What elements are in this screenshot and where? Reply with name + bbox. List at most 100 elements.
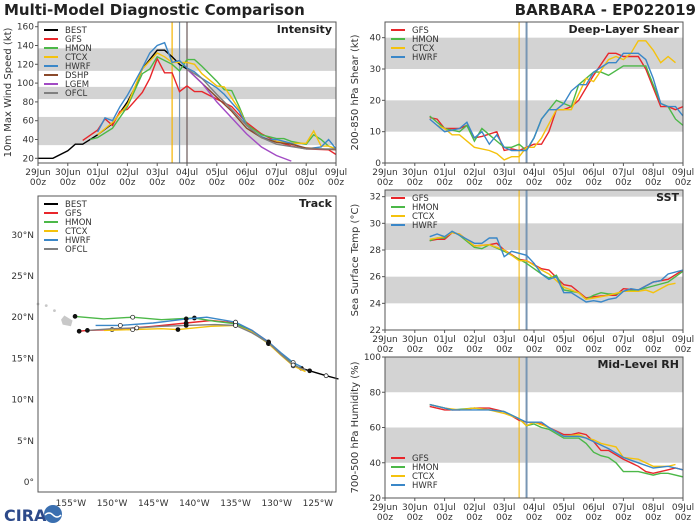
x-tick-hour: 00z [179, 178, 195, 188]
legend-label-ofcl: OFCL [65, 245, 88, 255]
x-tick-date: 03Jul [493, 168, 515, 178]
x-tick-hour: 00z [60, 178, 76, 188]
y-tick-label: 40 [370, 34, 382, 44]
sst-chart: 22242628303229Jun00z30Jun00z01Jul00z02Ju… [350, 189, 694, 355]
x-tick-date: 06Jul [235, 168, 257, 178]
legend-label-hmon: HMON [412, 203, 439, 213]
x-tick-hour: 00z [496, 178, 512, 188]
shear-chart: 01020304029Jun00z30Jun00z01Jul00z02Jul00… [350, 21, 694, 188]
legend-label-hwrf: HWRF [412, 221, 438, 231]
legend-label-ctcx: CTCX [412, 212, 435, 222]
x-tick-hour: 00z [407, 345, 423, 355]
track-marker [117, 323, 123, 328]
x-tick-hour: 00z [119, 178, 135, 188]
lat-label: 15°N [11, 354, 34, 364]
x-tick-date: 29Jun [372, 503, 398, 513]
x-tick-hour: 00z [615, 513, 631, 523]
lon-label: 155°W [56, 499, 87, 509]
track-marker [134, 325, 140, 331]
legend-label-hwrf: HWRF [65, 62, 91, 72]
y-axis-label: 10m Max Wind Speed (kt) [3, 27, 14, 157]
y-tick-label: 32 [370, 193, 381, 203]
x-tick-date: 01Jul [433, 168, 455, 178]
x-tick-hour: 00z [526, 178, 542, 188]
track-marker [183, 323, 189, 328]
x-tick-date: 09Jul [672, 168, 694, 178]
threshold-band [385, 427, 683, 463]
y-tick-label: 80 [23, 98, 35, 108]
x-tick-date: 30Jun [55, 168, 81, 178]
series-line-hwrf [429, 403, 683, 471]
cira-logo: CIRA [4, 505, 62, 525]
lat-label: 20°N [11, 313, 34, 323]
legend-label-gfs: GFS [412, 454, 429, 464]
x-tick-hour: 00z [437, 178, 453, 188]
cira-wave-icon [44, 512, 62, 518]
lon-label: 135°W [220, 499, 251, 509]
series-line-ofcl [186, 68, 336, 150]
cira-logo-text: CIRA [4, 506, 47, 525]
rh-chart: 2040608010029Jun00z30Jun00z01Jul00z02Jul… [350, 353, 694, 523]
lon-label: 150°W [97, 499, 128, 509]
lat-label: 0° [24, 478, 34, 488]
panel-title: Track [299, 197, 333, 210]
x-tick-hour: 00z [645, 178, 661, 188]
x-tick-date: 03Jul [493, 335, 515, 345]
x-tick-date: 06Jul [582, 503, 604, 513]
lon-label: 130°W [261, 499, 292, 509]
y-axis-label: 200-850 hPa Shear (kt) [350, 34, 361, 150]
lat-label: 25°N [11, 272, 34, 282]
legend-label-gfs: GFS [412, 194, 429, 204]
x-tick-date: 02Jul [463, 168, 485, 178]
track-marker [72, 314, 78, 319]
figure-title: Multi-Model Diagnostic Comparison [4, 1, 305, 19]
legend-label-hwrf: HWRF [412, 481, 438, 491]
y-tick-label: 60 [370, 424, 382, 434]
x-tick-hour: 00z [377, 345, 393, 355]
x-tick-hour: 00z [556, 513, 572, 523]
lat-label: 5°N [17, 437, 34, 447]
series-line-ctcx [436, 40, 676, 161]
y-tick-label: 40 [370, 459, 382, 469]
y-tick-label: 40 [23, 136, 35, 146]
x-tick-hour: 00z [90, 178, 106, 188]
panel-title: Deep-Layer Shear [568, 23, 679, 36]
track-marker [130, 314, 136, 320]
series-line-hwrf [429, 52, 683, 152]
series-line-ctcx [97, 52, 336, 150]
track-marker [307, 368, 313, 374]
threshold-band [385, 100, 683, 132]
lat-label: 10°N [11, 396, 34, 406]
island-icon [44, 304, 48, 308]
lon-label: 125°W [303, 499, 334, 509]
legend-label-best: BEST [65, 26, 88, 36]
x-tick-hour: 00z [496, 513, 512, 523]
legend-label-ctcx: CTCX [65, 53, 88, 63]
x-tick-hour: 00z [466, 513, 482, 523]
lon-label: 145°W [138, 499, 169, 509]
x-tick-date: 05Jul [553, 335, 575, 345]
y-tick-label: 160 [17, 23, 34, 33]
y-tick-label: 60 [23, 117, 35, 127]
y-tick-label: 140 [17, 42, 34, 52]
x-tick-hour: 00z [586, 178, 602, 188]
legend-label-ctcx: CTCX [412, 44, 435, 54]
y-axis-label: 700-500 hPa Humidity (%) [350, 361, 361, 493]
x-tick-date: 01Jul [86, 168, 108, 178]
x-tick-date: 01Jul [433, 503, 455, 513]
y-tick-label: 26 [370, 273, 382, 283]
legend-label-dshp: DSHP [65, 71, 88, 81]
legend-label-lgem: LGEM [65, 80, 89, 90]
track-chart: 0° 5°N 10°N 15°N 20°N 25°N 30°N 155°W 150°W 145°W… [11, 195, 339, 509]
legend-label-hmon: HMON [65, 218, 92, 228]
panel-title: SST [656, 191, 679, 204]
track-marker [323, 373, 329, 379]
x-tick-hour: 00z [149, 178, 165, 188]
legend-label-gfs: GFS [65, 35, 82, 45]
panel-title: Mid-Level RH [597, 358, 679, 371]
x-tick-hour: 00z [377, 513, 393, 523]
x-tick-hour: 00z [496, 345, 512, 355]
track-line-best [301, 367, 339, 380]
x-tick-hour: 00z [437, 345, 453, 355]
x-tick-hour: 00z [407, 513, 423, 523]
